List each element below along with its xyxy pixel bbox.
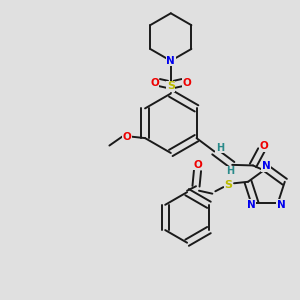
Text: O: O — [193, 160, 202, 170]
Text: O: O — [183, 77, 191, 88]
Text: H: H — [226, 167, 234, 176]
Text: S: S — [167, 81, 175, 91]
Text: N: N — [167, 56, 175, 66]
Text: O: O — [150, 77, 159, 88]
Text: N: N — [277, 200, 286, 210]
Text: S: S — [225, 180, 233, 190]
Text: N: N — [262, 161, 271, 171]
Text: O: O — [259, 141, 268, 152]
Text: N: N — [247, 200, 256, 210]
Text: O: O — [123, 132, 131, 142]
Text: H: H — [216, 143, 224, 153]
